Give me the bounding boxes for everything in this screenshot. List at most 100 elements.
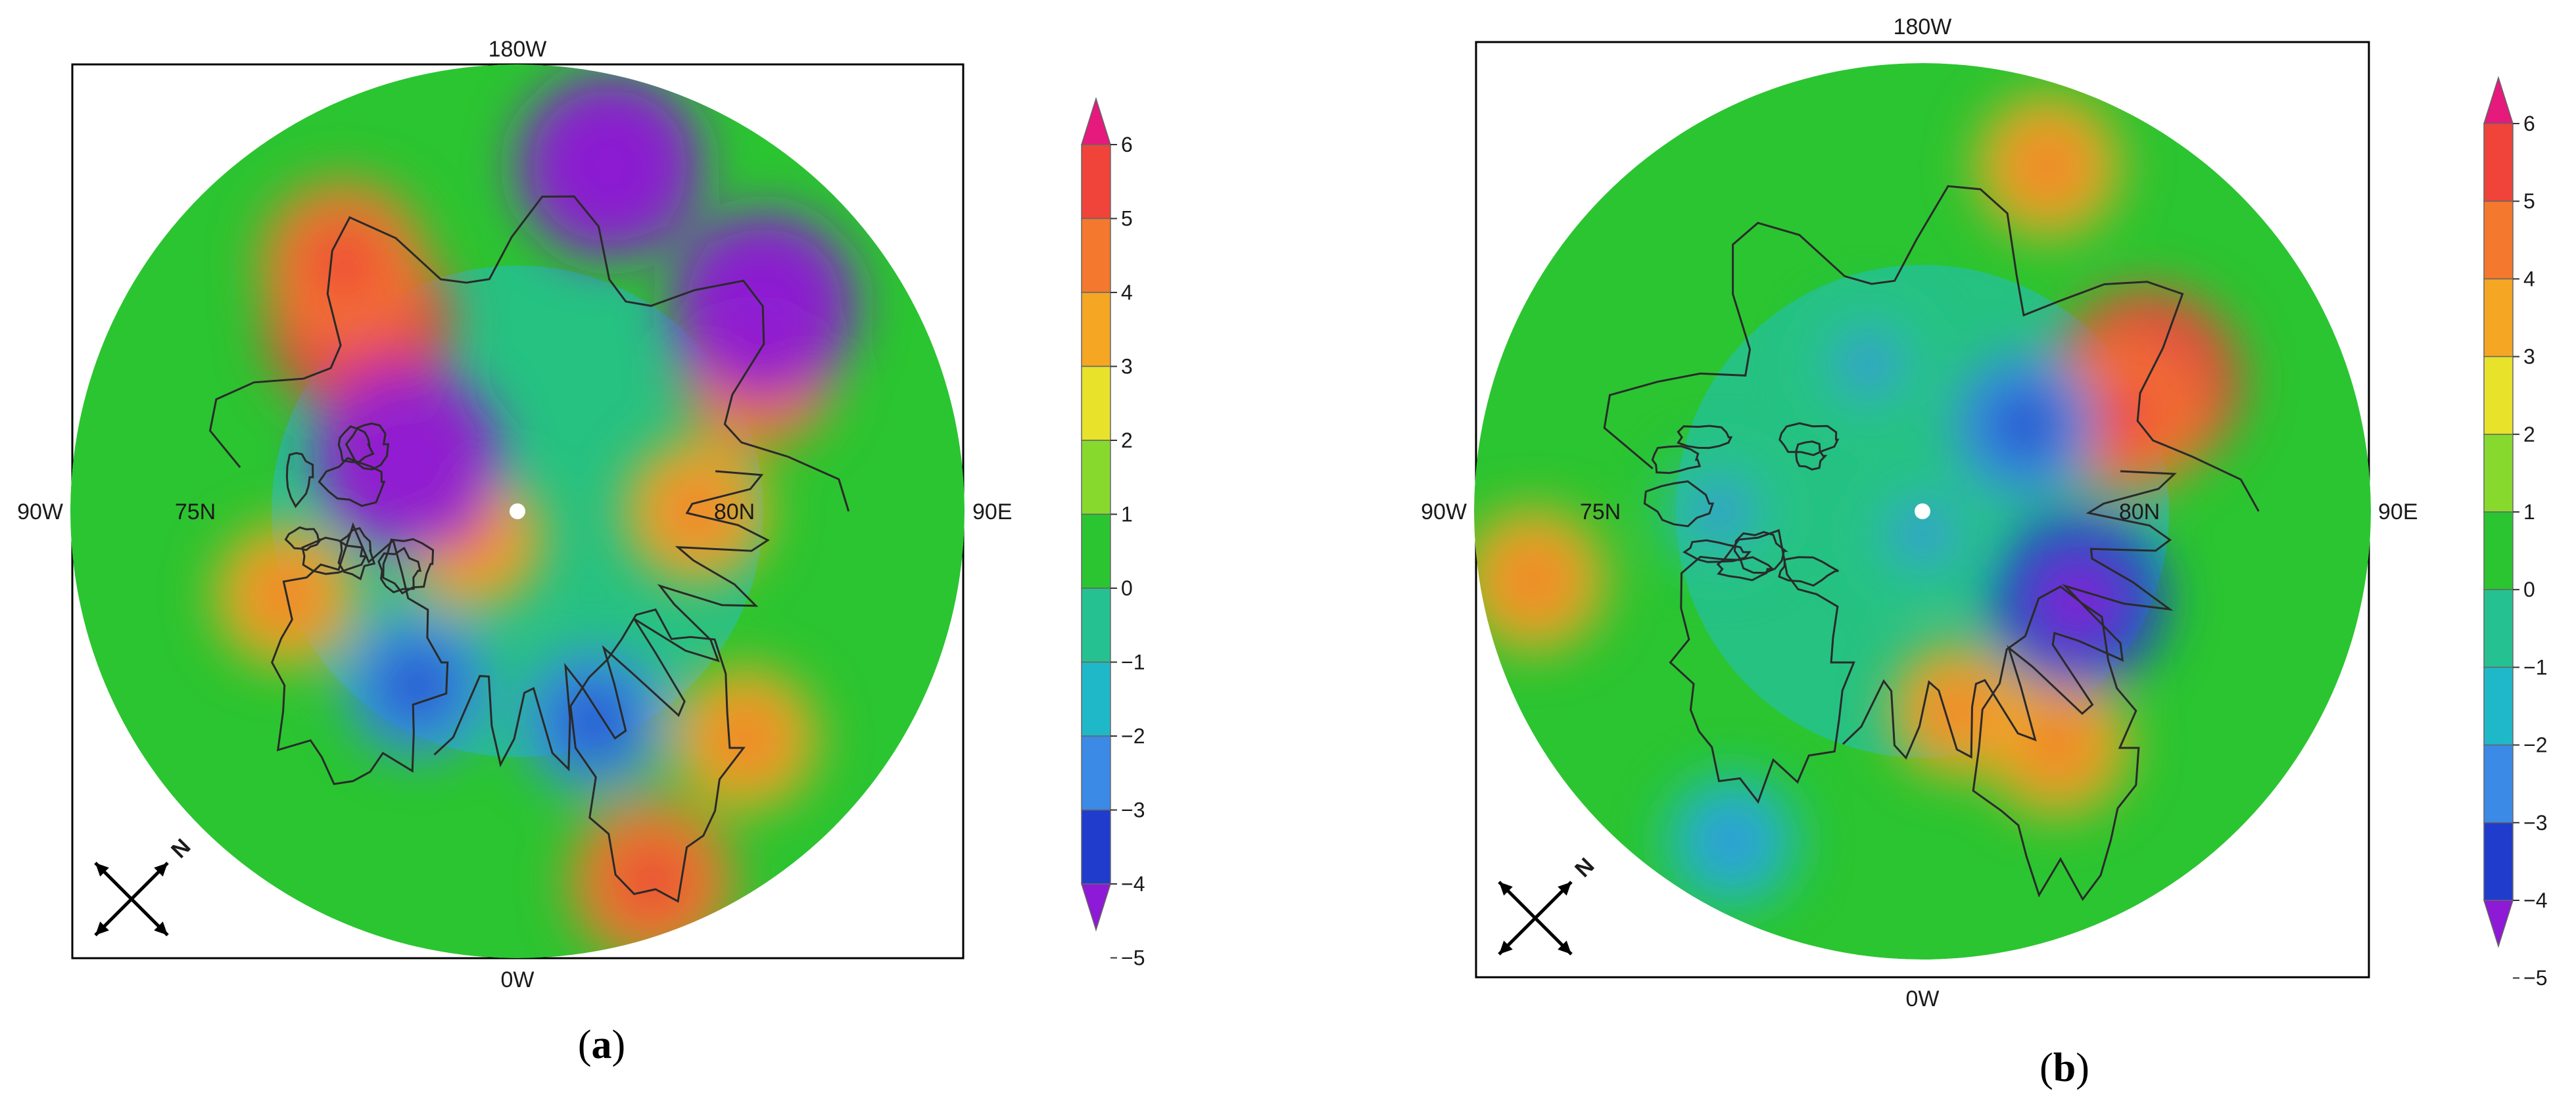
colorbar-segment [1081,513,1111,589]
colorbar-tick-label: −3 [1121,798,1145,822]
anomaly-core [567,124,652,208]
colorbar-tick-label: −5 [2523,966,2547,990]
colorbar-segment [1081,661,1111,737]
colorbar-tick-label: 3 [1121,355,1133,379]
coastline-island [284,526,323,551]
coastline-scandinavia [569,608,746,903]
coastline-island [1677,425,1733,450]
coastline-island [1778,422,1840,456]
coastline-island [345,422,390,471]
colorbar-tick-label: −2 [2523,733,2547,757]
colorbar-tick-label: 4 [1121,281,1133,304]
anomaly-core [561,689,627,754]
colorbar-segment [2483,589,2514,668]
anomaly-core [1702,811,1763,871]
anomaly-core [663,478,729,544]
meridian-label-top: 180W [1894,14,1952,39]
anomaly-core [366,418,450,503]
coastline-island [1651,445,1702,474]
panel-caption: (a) [578,1023,625,1067]
colorbar-extend-min [1080,883,1112,932]
colorbar-segment [2483,511,2514,590]
colorbar-segment [2483,744,2514,823]
meridian-label-bottom: 0W [501,967,535,992]
colorbar: 6 5 4 3 2 1 0 −1 −2 −3 −4 −5 [1080,97,1145,970]
colorbar-segment [1081,809,1111,885]
meridian-label-bottom: 0W [1906,986,1940,1011]
anomaly-core [1841,336,1897,392]
anomaly-core [1993,392,2059,457]
coastline-island [285,451,314,509]
coastline-greenland [1669,529,1855,804]
coastline-island [337,526,376,581]
colorbar: 6 5 4 3 2 1 0 −1 −2 −3 −4 −5 [2483,76,2547,990]
coastline-north-america [208,195,850,512]
colorbar-segment [2483,666,2514,746]
coastline-island [318,457,386,507]
coastline-island [1716,556,1775,582]
colorbar-tick-label: −3 [2523,811,2547,835]
colorbar-tick-label: −2 [1121,724,1145,748]
colorbar-segment [2483,822,2514,901]
colorbar-segment [2483,434,2514,513]
coastline-island [301,536,368,575]
colorbar-tick-label: 5 [2523,189,2535,213]
panel-caption: (b) [2039,1046,2089,1090]
latitude-label-outer: 80N [2119,499,2160,524]
coastline-island [1733,531,1788,574]
anomaly-core [615,843,690,919]
colorbar-segment [1081,440,1111,515]
coastline-island [382,538,435,595]
colorbar-tick-label: 6 [2523,112,2535,135]
anomaly-core [1501,547,1567,613]
colorbar-tick-label: 3 [2523,345,2535,369]
anomaly-core [2015,133,2081,198]
meridian-label-right: 90E [2378,499,2418,524]
colorbar-segment [1081,365,1111,441]
colorbar-tick-label: 1 [2523,500,2535,524]
colorbar-segment [2483,200,2514,280]
anomaly-core [712,706,778,772]
colorbar-extend-max [1080,97,1112,145]
coastline-island [1795,440,1828,471]
meridian-label-right: 90E [972,499,1013,524]
coastline-scandinavia [1972,585,2140,902]
anomaly-core [722,262,806,347]
colorbar-tick-label: 6 [1121,133,1133,156]
colorbar-tick-label: 2 [1121,428,1133,452]
colorbar-segment [2483,123,2514,202]
anomaly-core [1894,505,1951,562]
colorbar-segment [1081,144,1111,220]
meridian-label-left: 90W [1421,499,1467,524]
anomaly-core [384,653,450,718]
colorbar-extend-max [2483,76,2514,124]
colorbar-segment [2483,356,2514,435]
colorbar-tick-label: 1 [1121,503,1133,526]
meridian-label-top: 180W [489,37,547,62]
latitude-label-inner: 75N [1580,499,1621,524]
north-pole-marker [1915,503,1930,519]
colorbar-tick-label: −1 [1121,651,1145,674]
colorbar-segment [2483,278,2514,358]
colorbar-tick-label: 0 [2523,578,2535,601]
meridian-label-left: 90W [17,499,63,524]
colorbar-tick-label: −4 [1121,872,1145,896]
coastline-island [1643,480,1715,528]
colorbar-tick-label: −5 [1121,946,1145,970]
colorbar-segment [1081,588,1111,663]
coastline-island [1778,556,1839,587]
colorbar-extend-min [2483,900,2514,948]
colorbar-tick-label: 0 [1121,576,1133,600]
colorbar-segment [1081,218,1111,293]
colorbar-tick-label: 5 [1121,207,1133,231]
anomaly-core [2091,381,2161,452]
coastline-island [337,425,375,463]
colorbar-tick-label: −4 [2523,889,2547,912]
coastline-eurasia [433,470,770,772]
north-pole-marker [510,503,525,519]
latitude-label-inner: 75N [175,499,216,524]
colorbar-tick-label: 2 [2523,423,2535,446]
coastline-north-america [1603,185,2260,512]
